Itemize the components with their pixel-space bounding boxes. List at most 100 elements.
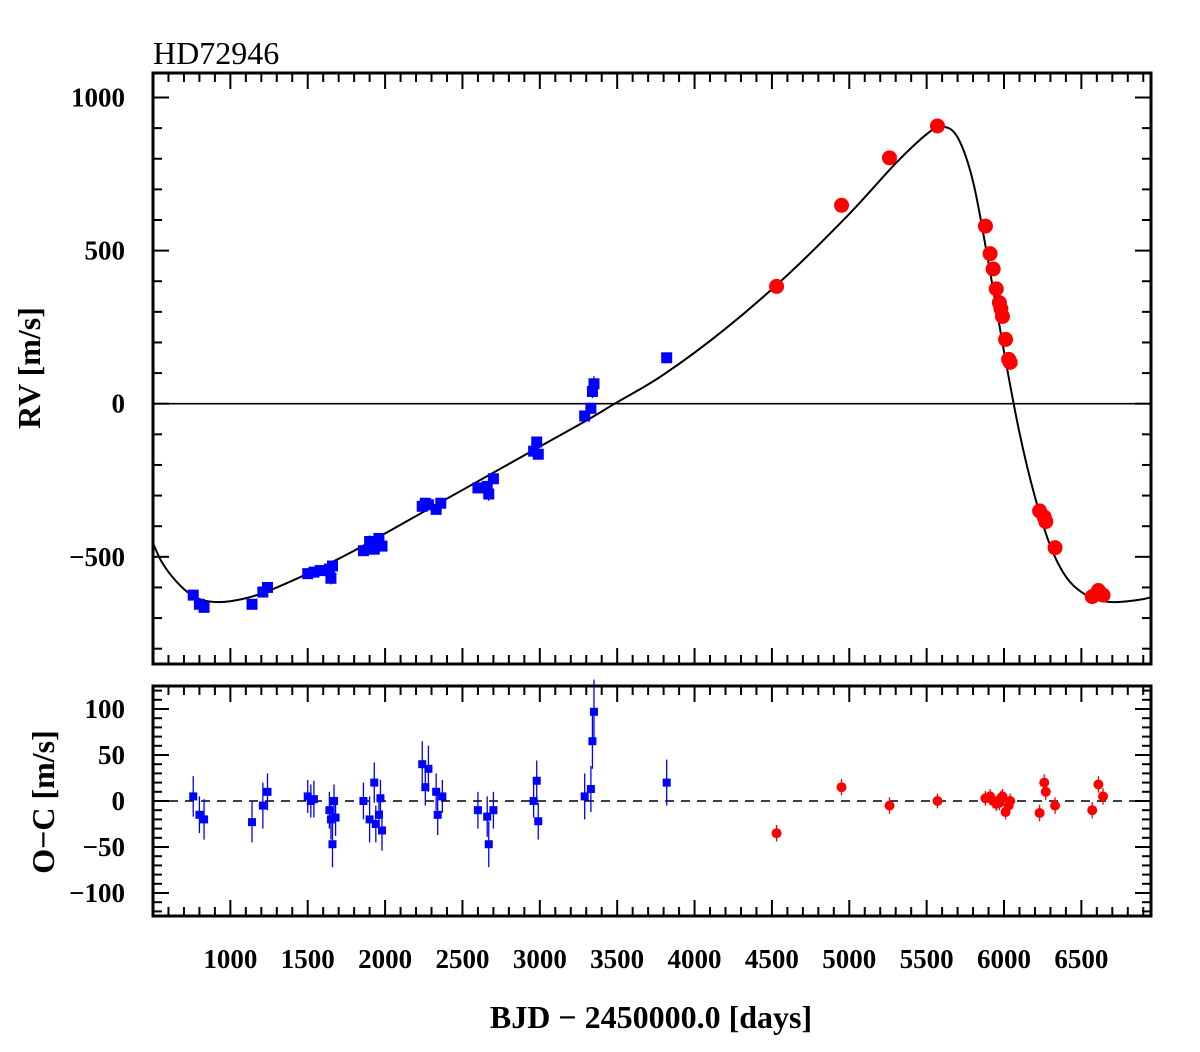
rv-point-blue <box>325 572 337 584</box>
residual-point-blue <box>326 815 335 824</box>
rv-panel-frame <box>151 71 1153 666</box>
x-tick-label: 3500 <box>590 944 644 974</box>
rv-y-tick-label: 1000 <box>71 82 125 112</box>
residual-point-blue <box>588 737 597 746</box>
residual-point-red <box>1087 805 1098 816</box>
rv-point-blue <box>430 503 442 515</box>
x-tick-label: 4000 <box>668 944 722 974</box>
rv-y-tick-labels: 1000 500 0 −500 <box>69 82 125 571</box>
residuals-panel-frame <box>151 684 1153 918</box>
residual-point-red <box>836 782 847 793</box>
residual-point-red <box>884 800 895 811</box>
rv-y-axis-label: RV [m/s] <box>11 307 47 429</box>
rv-point-red <box>769 278 785 294</box>
rv-point-red <box>882 150 898 166</box>
rv-point-red <box>988 281 1004 297</box>
x-tick-label: 5500 <box>900 944 954 974</box>
residuals-y-tick-label: −50 <box>83 832 125 862</box>
residual-point-red <box>932 796 943 806</box>
x-tick-label: 5000 <box>822 944 876 974</box>
rv-y-tick-label: 500 <box>85 236 126 266</box>
residual-point-blue <box>248 818 257 827</box>
rv-point-blue <box>588 378 600 390</box>
residual-point-blue <box>359 797 368 805</box>
residual-point-blue <box>662 778 671 787</box>
rv-point-red <box>1002 354 1018 370</box>
chart-title: HD72946 <box>153 35 279 71</box>
residual-point-blue <box>489 806 498 815</box>
residual-point-blue <box>433 810 442 819</box>
rv-point-blue <box>246 598 258 610</box>
x-tick-label: 2000 <box>358 944 412 974</box>
rv-point-blue <box>314 565 326 577</box>
rv-point-blue <box>586 385 598 397</box>
residual-point-red <box>1050 800 1061 811</box>
residual-point-blue <box>377 826 386 835</box>
rv-point-blue <box>370 539 382 551</box>
residuals-y-axis-label: O−C [m/s] <box>25 730 61 874</box>
rv-point-blue <box>472 482 484 494</box>
residual-point-blue <box>418 760 427 769</box>
residuals-y-tick-label: 0 <box>112 786 126 816</box>
rv-point-blue <box>357 545 369 557</box>
residual-point-red <box>1039 777 1050 788</box>
residual-point-red <box>1034 807 1045 818</box>
rv-point-blue <box>532 448 544 460</box>
rv-point-red <box>834 197 850 213</box>
residual-point-red <box>1040 786 1051 797</box>
x-tick-label: 3000 <box>513 944 567 974</box>
x-tick-labels: 1000 1500 2000 2500 3000 3500 4000 4500 5000 5500… <box>203 944 1108 974</box>
rv-point-blue <box>579 410 591 422</box>
residual-point-blue <box>589 707 598 716</box>
residual-point-blue <box>365 815 374 824</box>
rv-point-blue <box>326 560 338 572</box>
residuals-y-tick-labels: 100 50 0 −50 −100 <box>69 694 125 908</box>
rv-y-tick-label: 0 <box>112 389 126 419</box>
rv-point-blue <box>261 581 273 593</box>
rv-point-blue <box>531 436 543 448</box>
rv-point-blue <box>435 497 447 509</box>
rv-point-blue <box>187 589 199 601</box>
rv-data-points <box>187 118 1111 613</box>
residual-point-blue <box>263 787 272 796</box>
residual-point-blue <box>195 810 204 819</box>
residual-point-blue <box>473 806 482 815</box>
rv-point-red <box>998 331 1014 347</box>
residual-point-blue <box>331 813 340 822</box>
rv-y-tick-label: −500 <box>69 542 125 572</box>
residuals-y-tick-label: 100 <box>85 694 126 724</box>
keplerian-fit-curve <box>152 125 1152 604</box>
rv-point-blue <box>364 536 376 548</box>
rv-point-red <box>977 218 993 234</box>
residual-point-red <box>771 828 782 839</box>
residual-point-blue <box>483 812 492 821</box>
residuals-y-tick-label: 50 <box>98 740 125 770</box>
x-tick-label: 2500 <box>435 944 489 974</box>
residual-point-red <box>1093 779 1104 790</box>
rv-point-red <box>1038 514 1054 530</box>
residuals-panel: 100 50 0 −50 −100 1000 1500 2000 2500 3000 3500 40… <box>25 679 1153 1035</box>
rv-point-red <box>1095 587 1111 603</box>
residual-point-blue <box>421 783 430 792</box>
residual-point-blue <box>303 792 312 801</box>
rv-point-red <box>985 261 1001 277</box>
rv-point-blue <box>302 568 314 580</box>
rv-point-blue <box>422 499 434 511</box>
residual-point-blue <box>325 806 334 815</box>
residuals-y-tick-label: −100 <box>69 878 125 908</box>
residual-point-blue <box>258 801 267 810</box>
residual-point-blue <box>580 792 589 801</box>
rv-point-blue <box>483 488 495 500</box>
rv-point-blue <box>487 473 499 485</box>
residual-point-red <box>997 791 1008 802</box>
rv-point-red <box>929 118 945 134</box>
residual-data-points <box>189 679 1109 868</box>
x-tick-label: 1000 <box>203 944 257 974</box>
rv-point-blue <box>661 352 673 364</box>
residual-point-blue <box>200 815 209 824</box>
residual-point-blue <box>189 792 198 801</box>
residual-point-red <box>1098 791 1109 802</box>
residual-point-blue <box>371 820 380 828</box>
residual-point-blue <box>328 840 337 849</box>
